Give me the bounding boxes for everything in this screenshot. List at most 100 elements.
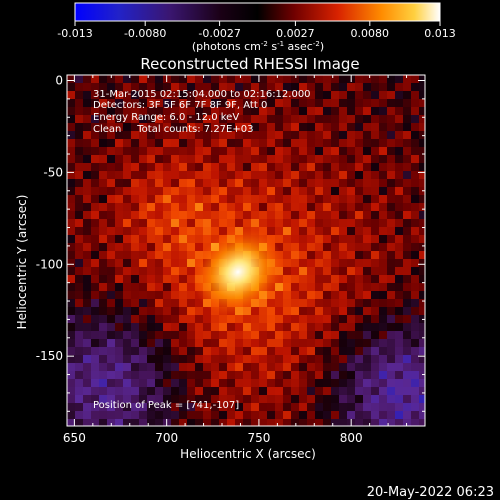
heatmap-cell [243, 211, 251, 219]
heatmap-cell [195, 395, 203, 403]
heatmap-cell [163, 203, 171, 211]
heatmap-cell [227, 315, 235, 323]
heatmap-cell [163, 155, 171, 163]
heatmap-cell [107, 99, 115, 107]
heatmap-cell [179, 131, 187, 139]
heatmap-cell [323, 163, 331, 171]
heatmap-cell [339, 331, 347, 339]
heatmap-cell [115, 355, 123, 363]
heatmap-cell [355, 307, 363, 315]
heatmap-cell [67, 371, 75, 379]
heatmap-cell [211, 171, 219, 179]
heatmap-cell [139, 115, 147, 123]
heatmap-cell [347, 275, 355, 283]
heatmap-cell [211, 403, 219, 411]
heatmap-cell [315, 83, 323, 91]
heatmap-cell [131, 83, 139, 91]
heatmap-cell [339, 371, 347, 379]
heatmap-cell [99, 155, 107, 163]
heatmap-cell [339, 251, 347, 259]
heatmap-cell [171, 251, 179, 259]
heatmap-cell [227, 195, 235, 203]
heatmap-cell [91, 283, 99, 291]
heatmap-cell [171, 187, 179, 195]
heatmap-cell [107, 163, 115, 171]
heatmap-cell [291, 403, 299, 411]
heatmap-cell [299, 363, 307, 371]
heatmap-cell [283, 107, 291, 115]
heatmap-cell [83, 115, 91, 123]
heatmap-cell [315, 187, 323, 195]
heatmap-cell [99, 267, 107, 275]
heatmap-cell [163, 147, 171, 155]
heatmap-cell [139, 419, 147, 426]
heatmap-cell [155, 315, 163, 323]
heatmap-cell [219, 155, 227, 163]
heatmap-cell [83, 323, 91, 331]
heatmap-cell [219, 419, 227, 426]
heatmap-cell [371, 219, 379, 227]
heatmap-cell [339, 131, 347, 139]
heatmap-cell [171, 107, 179, 115]
heatmap-cell [219, 163, 227, 171]
heatmap-cell [307, 307, 315, 315]
heatmap-cell [91, 403, 99, 411]
heatmap-cell [243, 403, 251, 411]
heatmap-cell [147, 131, 155, 139]
heatmap-cell [235, 91, 243, 99]
heatmap-cell [107, 115, 115, 123]
heatmap-cell [219, 339, 227, 347]
heatmap-cell [355, 123, 363, 131]
heatmap-cell [203, 323, 211, 331]
heatmap-cell [411, 155, 419, 163]
heatmap-cell [323, 171, 331, 179]
heatmap-cell [347, 307, 355, 315]
heatmap-cell [379, 267, 387, 275]
heatmap-cell [299, 403, 307, 411]
heatmap-cell [315, 259, 323, 267]
heatmap-cell [139, 259, 147, 267]
heatmap-cell [323, 123, 331, 131]
heatmap-cell [115, 147, 123, 155]
heatmap-cell [411, 139, 419, 147]
heatmap-cell [379, 403, 387, 411]
heatmap-cell [179, 179, 187, 187]
heatmap-cell [131, 315, 139, 323]
heatmap-cell [75, 83, 83, 91]
heatmap-cell [139, 179, 147, 187]
heatmap-image [67, 75, 425, 426]
heatmap-cell [315, 419, 323, 426]
heatmap-cell [123, 187, 131, 195]
heatmap-cell [355, 83, 363, 91]
heatmap-cell [379, 307, 387, 315]
heatmap-cell [67, 83, 75, 91]
heatmap-cell [283, 219, 291, 227]
heatmap-cell [307, 219, 315, 227]
heatmap-cell [163, 411, 171, 419]
heatmap-cell [251, 115, 259, 123]
heatmap-cell [99, 347, 107, 355]
heatmap-cell [323, 379, 331, 387]
heatmap-cell [99, 203, 107, 211]
heatmap-cell [123, 147, 131, 155]
heatmap-cell [379, 115, 387, 123]
heatmap-cell [179, 99, 187, 107]
heatmap-cell [339, 411, 347, 419]
heatmap-cell [211, 131, 219, 139]
heatmap-cell [171, 115, 179, 123]
heatmap-cell [395, 419, 403, 426]
heatmap-cell [211, 179, 219, 187]
heatmap-cell [91, 195, 99, 203]
heatmap-cell [211, 411, 219, 419]
heatmap-cell [75, 171, 83, 179]
heatmap-cell [107, 139, 115, 147]
heatmap-cell [403, 315, 411, 323]
heatmap-cell [235, 419, 243, 426]
heatmap-cell [243, 155, 251, 163]
heatmap-cell [163, 219, 171, 227]
heatmap-cell [147, 363, 155, 371]
heatmap-cell [403, 403, 411, 411]
heatmap-cell [403, 203, 411, 211]
heatmap-cell [347, 139, 355, 147]
heatmap-cell [307, 379, 315, 387]
